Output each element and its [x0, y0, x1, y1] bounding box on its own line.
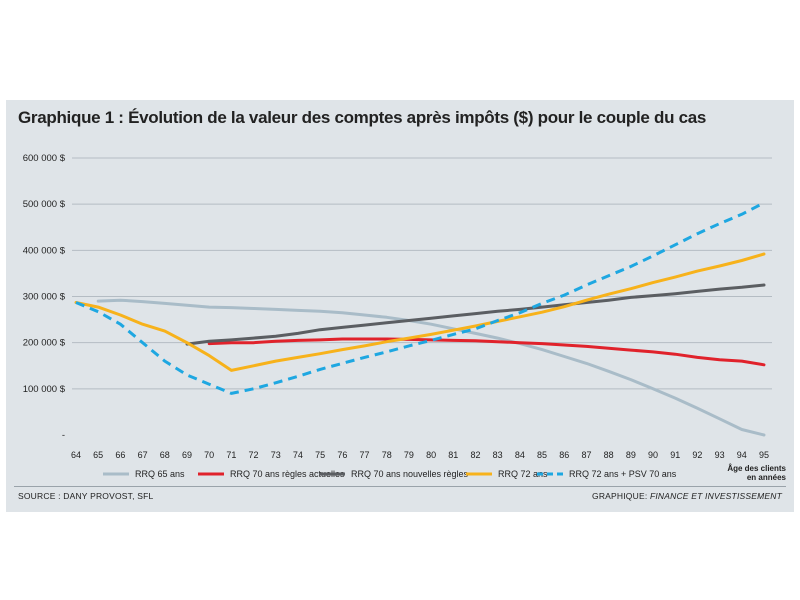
y-tick-label: 400 000 $ [23, 245, 66, 256]
x-tick-label: 71 [226, 450, 236, 460]
x-tick-label: 74 [293, 450, 303, 460]
x-tick-label: 66 [115, 450, 125, 460]
y-axis-ticks: - 100 000 $ 200 000 $ 300 000 $ 400 000 $ 500… [23, 153, 66, 441]
legend-label: RRQ 65 ans [135, 469, 185, 479]
x-tick-label: 78 [382, 450, 392, 460]
y-tick-label: 200 000 $ [23, 338, 66, 349]
y-tick-label: 300 000 $ [23, 292, 66, 303]
x-tick-label: 88 [604, 450, 614, 460]
x-tick-label: 64 [71, 450, 81, 460]
y-tick-label: - [62, 430, 65, 441]
x-tick-label: 89 [626, 450, 636, 460]
legend-label: RRQ 72 ans + PSV 70 ans [569, 469, 677, 479]
series-line [96, 298, 766, 437]
x-axis-ticks: 64 65 66 67 68 69 70 71 72 73 74 75 76 77 78 79 80 81 82 83… [71, 450, 769, 460]
x-tick-label: 75 [315, 450, 325, 460]
y-tick-label: 100 000 $ [23, 384, 66, 395]
legend-label: RRQ 70 ans règles actuelles [230, 469, 345, 479]
x-axis-label-line: en années [747, 473, 787, 482]
y-tick-label: 600 000 $ [23, 153, 66, 164]
x-tick-label: 80 [426, 450, 436, 460]
x-tick-label: 79 [404, 450, 414, 460]
x-tick-label: 90 [648, 450, 658, 460]
series-line [75, 201, 765, 395]
series-line [74, 252, 766, 372]
chart-title: Graphique 1 : Évolution de la valeur des… [18, 108, 707, 127]
graphic-credit: GRAPHIQUE: FINANCE ET INVESTISSEMENT [592, 491, 782, 501]
x-tick-label: 84 [515, 450, 525, 460]
x-tick-label: 92 [692, 450, 702, 460]
x-tick-label: 76 [337, 450, 347, 460]
credit-prefix: GRAPHIQUE: [592, 491, 650, 501]
x-tick-label: 77 [360, 450, 370, 460]
footer-divider [14, 486, 786, 487]
x-tick-label: 70 [204, 450, 214, 460]
x-tick-label: 85 [537, 450, 547, 460]
chart-panel [6, 100, 794, 512]
x-tick-label: 93 [715, 450, 725, 460]
x-axis-label-line: Âge des clients [727, 464, 786, 473]
legend: RRQ 65 ans RRQ 70 ans règles actuelles RRQ… [103, 469, 677, 479]
x-tick-label: 72 [249, 450, 259, 460]
x-tick-label: 69 [182, 450, 192, 460]
x-tick-label: 83 [493, 450, 503, 460]
x-tick-label: 81 [448, 450, 458, 460]
y-tick-label: 500 000 $ [23, 199, 66, 210]
x-tick-label: 91 [670, 450, 680, 460]
x-tick-label: 94 [737, 450, 747, 460]
x-tick-label: 68 [160, 450, 170, 460]
x-tick-label: 86 [559, 450, 569, 460]
x-tick-label: 95 [759, 450, 769, 460]
x-tick-label: 82 [470, 450, 480, 460]
series-line [185, 283, 766, 346]
x-tick-label: 73 [271, 450, 281, 460]
series-line [207, 337, 766, 367]
x-tick-label: 87 [581, 450, 591, 460]
credit-name: FINANCE ET INVESTISSEMENT [649, 491, 782, 501]
series-lines [74, 201, 766, 437]
legend-label: RRQ 70 ans nouvelles règles [351, 469, 469, 479]
x-tick-label: 67 [138, 450, 148, 460]
legend-label: RRQ 72 ans [498, 469, 548, 479]
x-tick-label: 65 [93, 450, 103, 460]
source-note: SOURCE : DANY PROVOST, SFL [18, 491, 154, 501]
